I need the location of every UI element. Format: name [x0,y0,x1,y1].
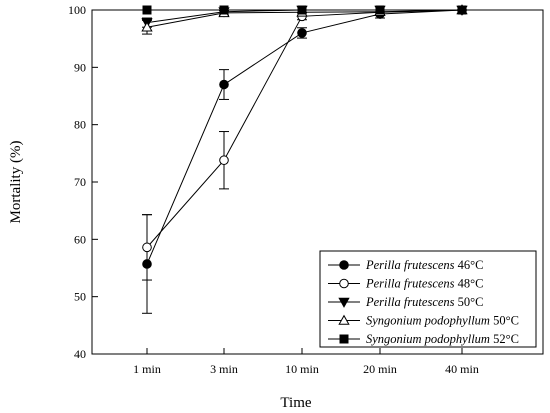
legend-marker [339,260,349,270]
y-tick-label: 50 [74,290,86,304]
legend-temperature: 50°C [455,295,484,309]
data-point [297,5,307,15]
data-point [375,5,385,15]
legend-item: Perilla frutescens 48°C [328,277,484,291]
y-tick-label: 100 [68,3,86,17]
y-axis-label: Mortality (%) [8,141,24,224]
series-5 [142,5,467,15]
legend-item: Syngonium podophyllum 50°C [328,314,519,328]
legend-marker [339,334,349,344]
legend-marker [339,278,349,289]
y-tick-label: 40 [74,347,86,361]
x-tick-label: 1 min [133,362,161,376]
y-tick-label: 90 [74,60,86,74]
data-point [219,155,229,166]
y-tick-label: 60 [74,232,86,246]
series-line [146,9,463,248]
legend-item: Perilla frutescens 50°C [328,295,484,309]
legend-species: Syngonium podophyllum [366,314,490,328]
legend-label: Perilla frutescens 50°C [365,295,484,309]
data-point [219,5,229,15]
data-point [297,28,307,38]
legend-marker [338,314,350,325]
legend-species: Perilla frutescens [365,258,455,272]
series-2 [142,5,467,281]
x-tick-label: 40 min [445,362,479,376]
x-axis-label: Time [280,395,311,411]
legend-label: Perilla frutescens 46°C [365,258,484,272]
legend-temperature: 48°C [455,277,484,291]
data-point [219,79,229,90]
legend-species: Perilla frutescens [365,295,455,309]
legend-species: Perilla frutescens [365,277,455,291]
legend-temperature: 46°C [455,258,484,272]
data-point [142,5,152,15]
legend-box [319,250,537,348]
legend-item: Syngonium podophyllum 52°C [328,332,519,346]
data-point [142,242,152,253]
data-point [457,5,467,15]
x-tick-label: 3 min [210,362,238,376]
legend-item: Perilla frutescens 46°C [328,258,484,272]
series-line [146,9,463,265]
legend-species: Syngonium podophyllum [366,332,490,346]
legend-marker [338,297,350,308]
legend-label: Syngonium podophyllum 52°C [366,332,519,346]
legend-temperature: 52°C [490,332,519,346]
legend-temperature: 50°C [490,314,519,328]
legend-label: Syngonium podophyllum 50°C [366,314,519,328]
y-tick-label: 80 [74,118,86,132]
x-tick-label: 20 min [363,362,397,376]
legend-label: Perilla frutescens 48°C [365,277,484,291]
data-point [141,21,153,32]
y-tick-label: 70 [74,175,86,189]
x-tick-label: 10 min [285,362,319,376]
